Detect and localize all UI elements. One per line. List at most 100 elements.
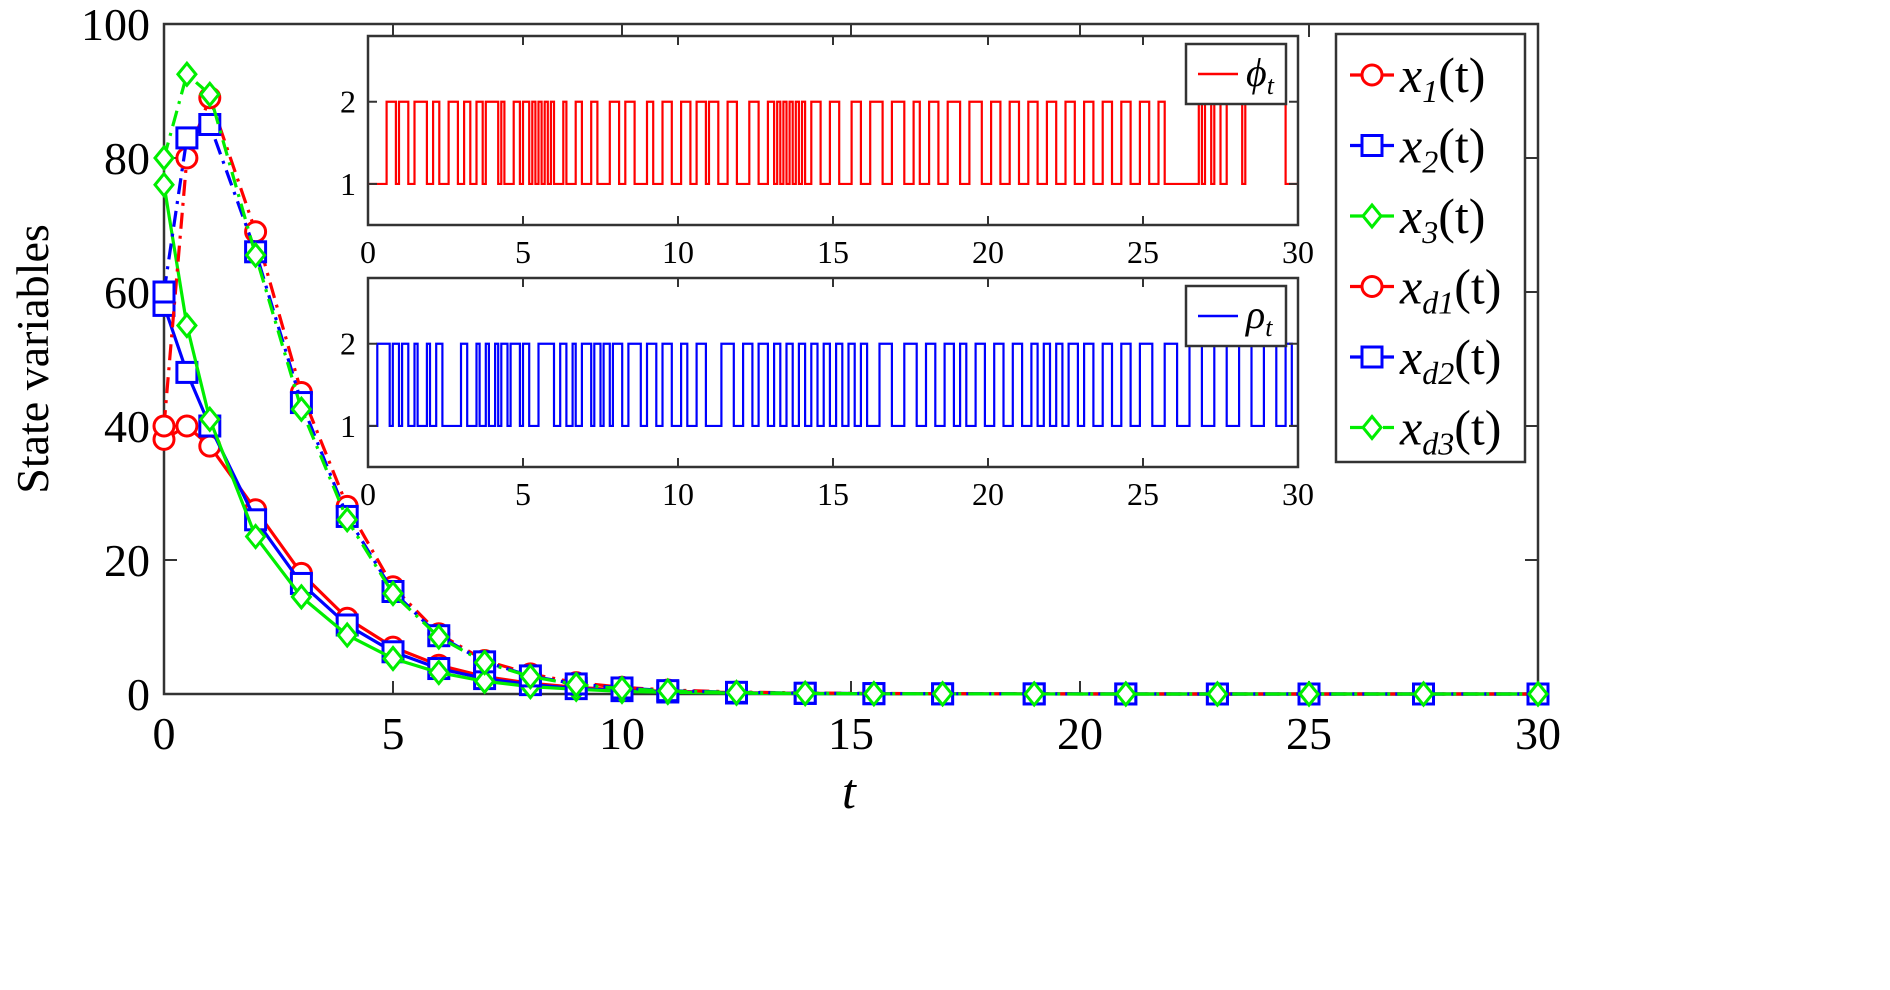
data-point [152, 280, 176, 304]
x-tick-label: 10 [599, 708, 645, 759]
x-tick-label: 15 [828, 708, 874, 759]
data-point [611, 675, 633, 703]
inset-rho-x-tick-label: 25 [1127, 476, 1159, 512]
legend-label-sub: 2 [1422, 144, 1438, 180]
legend-label-base: x [1399, 47, 1422, 103]
inset-rho-signal-line [368, 342, 1298, 428]
legend-label-base: x [1399, 118, 1422, 174]
data-point [336, 506, 359, 534]
data-point [175, 60, 198, 88]
inset-phi-x-tick-label: 15 [817, 234, 849, 270]
y-tick-label: 40 [104, 401, 150, 452]
legend-label-paren: (t) [1438, 47, 1485, 103]
data-point [175, 126, 199, 150]
data-point [1206, 680, 1229, 708]
data-point [152, 414, 176, 438]
legend-label: x3(t) [1399, 188, 1485, 250]
legend-entry: x1(t) [1350, 47, 1485, 109]
inset-phi-x-tick-label: 25 [1127, 234, 1159, 270]
legend-label-base: x [1399, 188, 1422, 244]
data-point [153, 171, 175, 199]
data-point [153, 144, 175, 172]
legend-label-paren: (t) [1454, 329, 1501, 385]
inset-chart-rho: 0 5 10 15 20 25 30 1 2 ρt [340, 276, 1314, 512]
data-point [1412, 680, 1435, 708]
data-point [794, 679, 817, 707]
data-point [656, 677, 679, 705]
inset-rho-y-tick-label: 1 [340, 408, 356, 444]
data-point [1023, 680, 1046, 708]
inset-rho-legend-label: ρt [1244, 292, 1273, 342]
inset-phi-x-tick-label: 10 [662, 234, 694, 270]
x-tick-label: 25 [1286, 708, 1332, 759]
data-point [862, 680, 885, 708]
x-tick-label: 30 [1515, 708, 1561, 759]
inset-rho-legend: ρt [1184, 284, 1288, 348]
inset-chart-phi: 0 5 10 15 20 25 30 1 2 ϕt [340, 34, 1314, 270]
y-tick-label: 80 [104, 133, 150, 184]
legend-label: xd3(t) [1399, 400, 1501, 462]
legend-label-base: x [1399, 329, 1422, 385]
series-line [162, 72, 1538, 696]
legend-label-sub: 3 [1421, 214, 1438, 250]
legend-entry: xd1(t) [1350, 259, 1501, 321]
y-axis-label: State variables [7, 224, 58, 494]
series-xd3t [153, 60, 1549, 708]
data-point [1298, 680, 1320, 708]
data-point [244, 220, 268, 244]
inset-phi-y-tick-label: 2 [340, 84, 356, 120]
inset-rho-x-tick-label: 30 [1282, 476, 1314, 512]
data-point [473, 649, 496, 676]
data-point [1527, 680, 1549, 708]
inset-rho-x-tick-label: 0 [360, 476, 376, 512]
legend-label-sub: d1 [1422, 285, 1454, 321]
legend-label-paren: (t) [1454, 259, 1501, 315]
legend-label: x2(t) [1399, 118, 1485, 180]
legend-entry: xd2(t) [1350, 329, 1501, 391]
legend-box [1334, 32, 1527, 464]
inset-phi-x-tick-label: 20 [972, 234, 1004, 270]
inset-phi-legend-label-sub: t [1267, 71, 1275, 100]
y-tick-label: 0 [127, 669, 150, 720]
inset-phi-x-tick-label: 30 [1282, 234, 1314, 270]
x-tick-label: 0 [153, 708, 176, 759]
legend-entry: x2(t) [1350, 118, 1485, 180]
data-point [175, 146, 199, 170]
data-point [244, 241, 267, 269]
data-point [427, 623, 450, 651]
data-point [382, 645, 404, 672]
series-layer [152, 60, 1550, 708]
legend-marker [1360, 275, 1384, 298]
legend-entry: x3(t) [1350, 188, 1485, 250]
data-point [519, 663, 542, 690]
data-point [336, 621, 359, 649]
data-point [290, 395, 313, 423]
x-tick-label: 5 [382, 708, 405, 759]
legend-label-base: x [1399, 259, 1422, 315]
x-axis-label: t [842, 763, 857, 819]
inset-rho-x-tick-label: 10 [662, 476, 694, 512]
legend-label: xd2(t) [1399, 329, 1501, 391]
legend-label: xd1(t) [1399, 259, 1501, 321]
data-point [382, 580, 404, 607]
legend-label-base: x [1399, 400, 1422, 456]
data-point [725, 679, 748, 706]
inset-phi-signal-line [368, 100, 1298, 186]
data-point [1114, 680, 1137, 708]
data-point [427, 659, 450, 686]
legend-marker [1361, 202, 1383, 230]
data-point [198, 113, 222, 136]
legend-label-paren: (t) [1438, 188, 1485, 244]
data-point [198, 405, 221, 433]
data-point [473, 667, 496, 695]
legend-label: x1(t) [1399, 47, 1485, 109]
legend-entry: xd3(t) [1350, 400, 1501, 462]
inset-phi-legend-label-base: ϕ [1246, 50, 1267, 95]
legend-label-sub: 1 [1422, 73, 1438, 109]
data-point [175, 414, 199, 438]
legend-marker [1360, 345, 1384, 369]
data-point [198, 80, 221, 108]
inset-rho-legend-label-sub: t [1265, 313, 1273, 342]
data-point [931, 680, 954, 708]
